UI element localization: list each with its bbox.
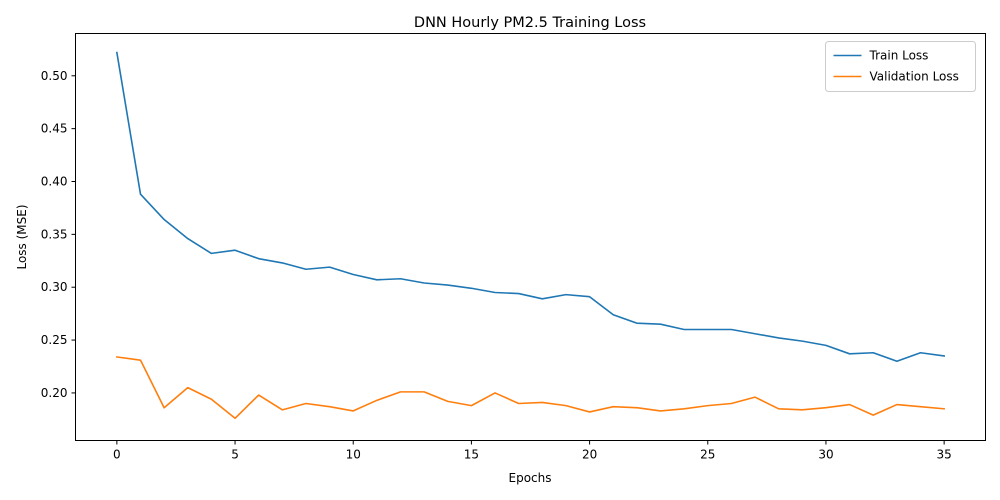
legend-label-train-loss: Train Loss bbox=[869, 49, 929, 63]
x-tick-label: 20 bbox=[582, 448, 597, 462]
y-tick-label: 0.45 bbox=[41, 122, 68, 136]
legend: Train Loss Validation Loss bbox=[825, 41, 976, 92]
x-tick-label: 35 bbox=[936, 448, 951, 462]
legend-label-validation-loss: Validation Loss bbox=[870, 70, 959, 84]
x-tick-label: 15 bbox=[464, 448, 479, 462]
x-axis: 0 5 10 15 20 25 30 35 bbox=[113, 440, 952, 462]
plot-frame bbox=[75, 33, 986, 441]
x-tick-label: 10 bbox=[346, 448, 361, 462]
x-tick-label: 0 bbox=[113, 448, 121, 462]
chart-title: DNN Hourly PM2.5 Training Loss bbox=[414, 15, 646, 31]
x-tick-label: 5 bbox=[231, 448, 239, 462]
y-axis-title: Loss (MSE) bbox=[15, 204, 29, 269]
x-axis-title: Epochs bbox=[509, 471, 552, 485]
series-line-train-loss bbox=[115, 51, 946, 363]
y-axis: 0.20 0.25 0.30 0.35 0.40 0.45 0.50 bbox=[41, 69, 76, 400]
plot-area bbox=[115, 51, 946, 420]
y-tick-label: 0.30 bbox=[41, 280, 68, 294]
x-tick-label: 25 bbox=[700, 448, 715, 462]
y-tick-label: 0.35 bbox=[41, 227, 68, 241]
series-line-validation-loss bbox=[115, 356, 946, 420]
y-tick-label: 0.40 bbox=[41, 175, 68, 189]
x-tick-label: 30 bbox=[818, 448, 833, 462]
y-tick-label: 0.50 bbox=[41, 69, 68, 83]
y-tick-label: 0.20 bbox=[41, 386, 68, 400]
y-tick-label: 0.25 bbox=[41, 333, 68, 347]
legend-box bbox=[825, 41, 976, 92]
